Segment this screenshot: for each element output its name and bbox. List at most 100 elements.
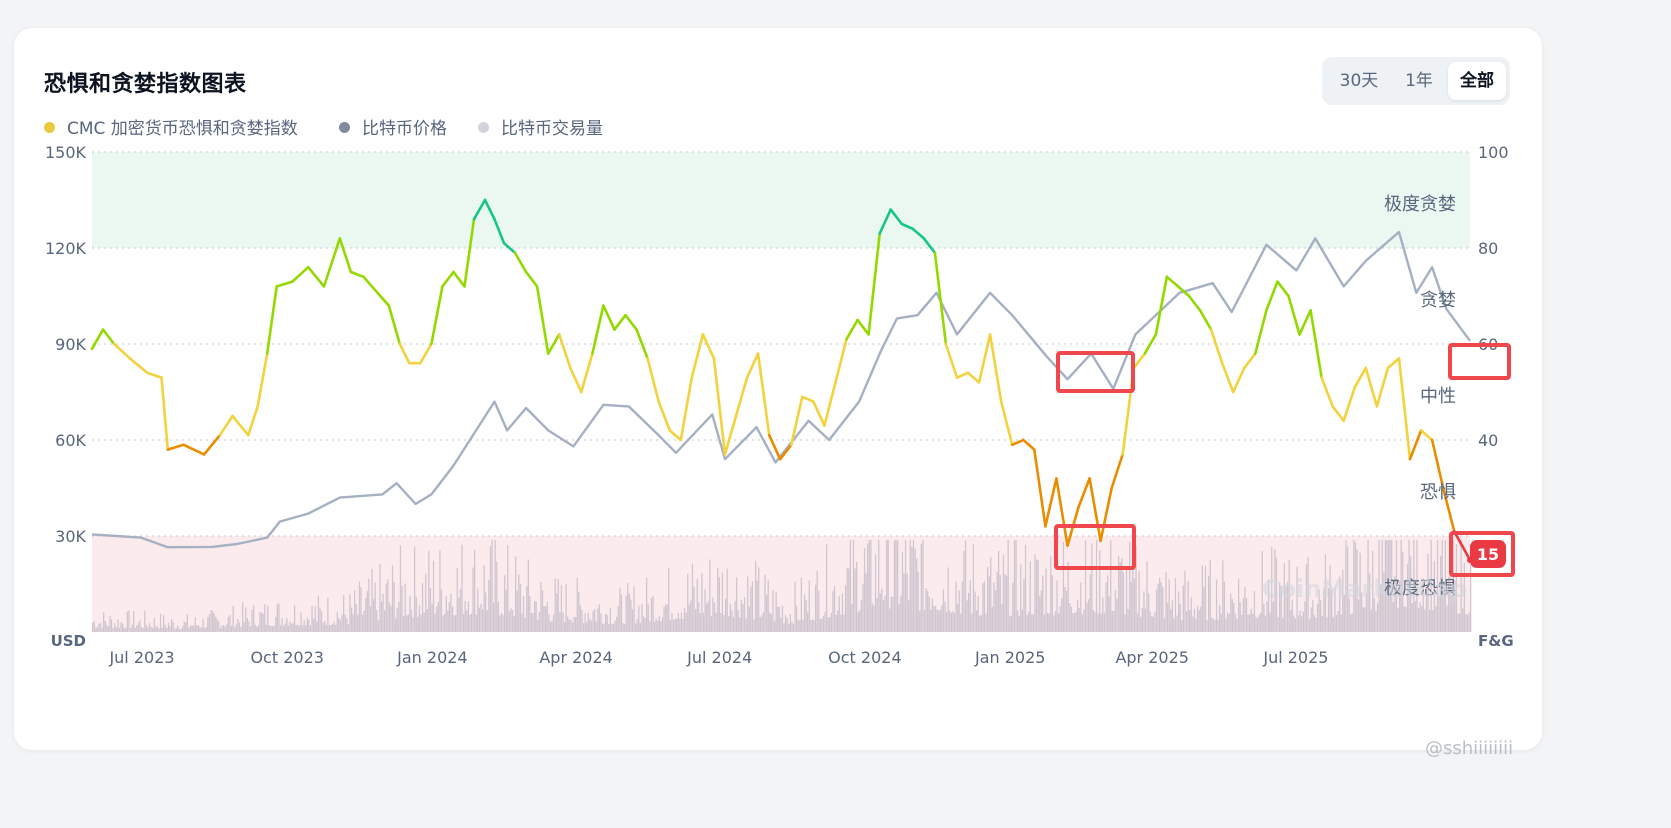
volume-bar xyxy=(767,580,769,632)
volume-bar xyxy=(699,613,701,632)
range-all-button[interactable]: 全部 xyxy=(1448,62,1506,100)
volume-bar xyxy=(889,608,891,632)
volume-bar xyxy=(474,549,476,632)
volume-bar xyxy=(243,621,245,632)
fear-greed-segment xyxy=(1397,357,1412,461)
volume-bar xyxy=(545,606,547,632)
volume-bar xyxy=(827,617,829,632)
volume-bar xyxy=(1182,585,1184,632)
fear-greed-segment xyxy=(535,285,550,355)
volume-bar xyxy=(537,619,539,632)
volume-bar xyxy=(715,612,717,632)
volume-bar xyxy=(1242,598,1244,632)
volume-bar xyxy=(552,614,555,632)
volume-bar xyxy=(1427,553,1429,632)
volume-bar xyxy=(1075,611,1077,632)
volume-bar xyxy=(384,610,386,632)
volume-bar xyxy=(554,578,556,632)
volume-bar xyxy=(1043,614,1046,632)
volume-bar xyxy=(170,619,173,632)
volume-bar xyxy=(663,606,665,632)
fear-greed-segment xyxy=(452,270,466,288)
highlight-box xyxy=(1448,343,1511,380)
volume-bar xyxy=(93,621,95,632)
fear-greed-segment xyxy=(966,371,981,384)
volume-bar xyxy=(477,588,479,632)
volume-bar xyxy=(979,615,981,632)
volume-bar xyxy=(346,618,348,632)
volume-bar xyxy=(890,596,892,632)
fear-greed-segment xyxy=(1320,376,1334,408)
volume-bar xyxy=(736,577,738,632)
volume-bar xyxy=(646,577,648,632)
legend-fear-greed[interactable]: CMC 加密货币恐惧和贪婪指数 xyxy=(44,114,298,139)
volume-bar xyxy=(972,544,975,632)
fear-greed-segment xyxy=(524,270,539,288)
fear-greed-segment xyxy=(101,328,116,346)
fear-greed-segment xyxy=(1408,429,1423,461)
volume-bar xyxy=(1455,544,1458,632)
volume-bar xyxy=(810,620,812,632)
fear-greed-segment xyxy=(701,333,716,360)
volume-bar xyxy=(590,620,593,632)
volume-bar xyxy=(316,621,318,632)
volume-bar xyxy=(418,605,420,632)
volume-bar xyxy=(786,618,788,632)
volume-bar xyxy=(1105,582,1107,632)
x-axis-tick-label: Jan 2025 xyxy=(974,648,1045,667)
volume-bar xyxy=(792,623,795,632)
volume-bar xyxy=(1252,613,1254,632)
volume-bar xyxy=(1111,611,1113,632)
volume-bar xyxy=(1165,571,1167,632)
fear-greed-segment xyxy=(291,265,310,283)
volume-bar xyxy=(734,601,736,632)
volume-bar xyxy=(232,605,234,632)
volume-bar xyxy=(1381,540,1383,632)
volume-bar xyxy=(369,606,372,632)
volume-bar xyxy=(152,628,154,632)
volume-bar xyxy=(576,577,578,632)
volume-bar xyxy=(1181,620,1183,632)
x-axis-tick-label: Jul 2025 xyxy=(1262,648,1328,667)
volume-bar xyxy=(1157,583,1159,632)
volume-bar xyxy=(139,620,141,632)
fear-greed-segment xyxy=(483,198,496,221)
corner-watermark: @sshiiiiiiii xyxy=(1425,738,1514,759)
legend-label: CMC 加密货币恐惧和贪婪指数 xyxy=(67,119,298,139)
volume-bar xyxy=(404,583,406,632)
legend-btc-volume[interactable]: 比特币交易量 xyxy=(478,114,603,139)
volume-bar xyxy=(1313,615,1315,632)
volume-bar xyxy=(603,623,605,632)
volume-bar xyxy=(683,608,686,632)
fear-greed-segment xyxy=(1198,309,1213,331)
volume-bar xyxy=(1214,619,1216,632)
volume-bar xyxy=(309,625,312,632)
volume-bar xyxy=(854,568,856,632)
volume-bar xyxy=(743,597,746,632)
volume-bar xyxy=(1148,593,1150,632)
volume-bar xyxy=(819,619,821,632)
fear-greed-segment xyxy=(812,400,826,427)
volume-bar xyxy=(112,628,114,632)
volume-bar xyxy=(480,603,482,632)
volume-bar xyxy=(638,605,640,632)
fear-greed-segment xyxy=(646,357,661,403)
volume-bar xyxy=(1367,540,1369,632)
volume-bar xyxy=(1340,614,1342,632)
volume-bar xyxy=(778,606,780,632)
volume-bar xyxy=(213,613,215,632)
coinmarketcap-logo-watermark: CoinMarketCap xyxy=(1262,575,1468,603)
legend-btc-price[interactable]: 比特币价格 xyxy=(339,114,447,139)
volume-bar xyxy=(649,621,651,632)
range-1y-button[interactable]: 1年 xyxy=(1405,71,1433,91)
volume-bar xyxy=(1280,586,1282,632)
volume-bar xyxy=(931,598,933,632)
volume-bar xyxy=(131,624,133,632)
volume-bar xyxy=(546,601,548,632)
legend-dot-icon xyxy=(478,121,489,133)
volume-bar xyxy=(1192,616,1194,632)
volume-bar xyxy=(136,625,138,632)
range-30d-button[interactable]: 30天 xyxy=(1339,71,1379,91)
volume-bar xyxy=(1065,590,1068,632)
